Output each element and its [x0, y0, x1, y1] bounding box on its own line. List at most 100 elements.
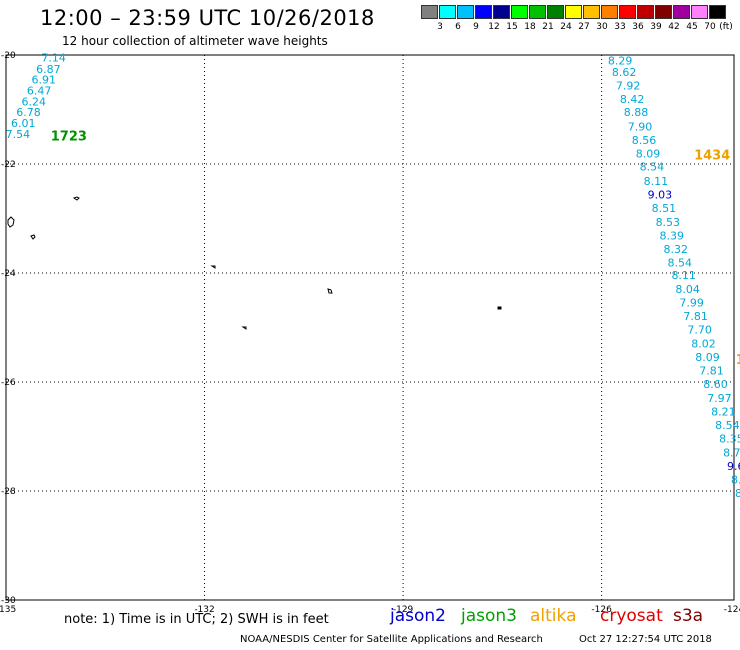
island-outline: [241, 326, 247, 330]
color-scale-label: 9: [473, 22, 479, 32]
color-scale-label: 27: [578, 22, 590, 32]
color-scale-label: 6: [455, 22, 461, 32]
island-outline: [497, 306, 502, 310]
color-scale-label: 18: [524, 22, 536, 32]
island-outline: [30, 234, 36, 240]
wave-height-label: 8.60: [703, 378, 728, 391]
footer-timestamp: Oct 27 12:27:54 UTC 2018: [579, 634, 712, 645]
y-tick-label: -30: [1, 596, 16, 606]
color-scale-label: 3: [437, 22, 443, 32]
y-tick-label: -28: [1, 487, 16, 497]
legend-jason3: jason3: [461, 606, 517, 626]
wave-height-label: 8.53: [656, 216, 681, 229]
color-scale-label: 42: [668, 22, 680, 32]
color-scale-swatch: [619, 5, 636, 19]
color-scale-label: 33: [614, 22, 626, 32]
wave-height-label: 6.87: [36, 63, 61, 76]
y-tick-label: -22: [1, 160, 16, 170]
color-scale-label: 12: [488, 22, 500, 32]
wave-height-label: 8.56: [632, 134, 657, 147]
wave-height-label: 8.62: [612, 66, 637, 79]
island-outline: [210, 265, 216, 269]
wave-height-label: 9.03: [648, 189, 673, 202]
color-scale-label: 36: [632, 22, 644, 32]
chart-title: 12:00 – 23:59 UTC 10/26/2018: [40, 6, 375, 30]
time-labels: 17231434143314321431: [51, 130, 740, 368]
color-scale-swatch: [439, 5, 456, 19]
island-outline: [7, 216, 15, 228]
color-scale-swatch: [583, 5, 600, 19]
chart-subtitle: 12 hour collection of altimeter wave hei…: [62, 34, 328, 48]
wave-height-label: 8.11: [671, 269, 696, 282]
x-tick-label: -129: [393, 605, 414, 615]
x-tick-label: -124: [724, 605, 740, 615]
wave-height-label: 8.54: [640, 161, 665, 174]
color-scale-swatch: [547, 5, 564, 19]
color-scale-legend: 3 6 9 12 15 18 21 24 27 30 33 36 39 42 45 70 (ft): [421, 5, 733, 35]
wave-height-labels: 7.146.876.916.476.246.786.017.54 8.298.62…: [6, 52, 740, 514]
color-scale-label: 24: [560, 22, 572, 32]
wave-height-label: 8.54: [667, 257, 692, 270]
wave-height-label: 8.71: [723, 446, 740, 459]
color-scale-label: 70: [704, 22, 716, 32]
x-tick-label: -132: [194, 605, 214, 615]
wave-height-label: 8.04: [675, 283, 700, 296]
wave-height-label: 9.66: [727, 460, 740, 473]
plot-frame: [5, 54, 735, 601]
island-outlines: [7, 196, 502, 330]
wave-height-label: 8.42: [620, 93, 645, 106]
wave-height-label: 8.21: [711, 405, 736, 418]
color-scale-swatch: [655, 5, 672, 19]
island-outline: [72, 196, 80, 201]
legend-jason2: jason2: [390, 606, 446, 626]
wave-height-label: 7.90: [628, 120, 653, 133]
footer-credit: NOAA/NESDIS Center for Satellite Applica…: [240, 634, 543, 645]
x-tick-label: -135: [0, 605, 16, 615]
wave-height-label: 8.11: [644, 175, 669, 188]
color-scale-swatch: [529, 5, 546, 19]
wave-height-label: 8.02: [691, 337, 716, 350]
color-scale-swatch: [565, 5, 582, 19]
wave-height-label: 7.70: [687, 324, 712, 337]
wave-height-label: 6.78: [16, 106, 41, 119]
wave-height-label: 7.81: [683, 310, 708, 323]
color-scale-swatch: [475, 5, 492, 19]
color-scale-swatch: [493, 5, 510, 19]
wave-height-label: 6.01: [11, 117, 36, 130]
wave-height-label: 8.01: [739, 501, 740, 514]
island-outline: [327, 288, 333, 294]
y-tick-label: -20: [1, 51, 16, 61]
wave-height-label: 7.81: [699, 365, 724, 378]
wave-height-label: 8.88: [624, 106, 649, 119]
time-label: 1433: [736, 353, 740, 368]
color-scale-swatch: [637, 5, 654, 19]
color-scale-swatch: [691, 5, 708, 19]
color-scale-unit: (ft): [719, 22, 733, 32]
wave-height-label: 6.47: [27, 84, 52, 97]
color-scale-label: 39: [650, 22, 662, 32]
color-scale-swatch: [709, 5, 726, 19]
color-scale-label: 30: [596, 22, 608, 32]
wave-height-label: 8.61: [735, 487, 740, 500]
x-tick-label: -126: [591, 605, 612, 615]
wave-height-label: 7.92: [616, 80, 641, 93]
color-scale-label: 45: [686, 22, 698, 32]
wave-height-label: 8.35: [719, 433, 740, 446]
wave-height-label: 7.14: [41, 52, 66, 65]
color-scale-swatch: [601, 5, 618, 19]
time-label: 1723: [51, 130, 87, 145]
wave-height-label: 8.09: [636, 148, 661, 161]
color-scale-label: 21: [542, 22, 554, 32]
axis-ticks: -135-132-129-126-123-124-20-22-24-26-28-…: [0, 51, 740, 615]
wave-height-label: 7.97: [707, 392, 732, 405]
wave-height-label: 8.54: [715, 419, 740, 432]
legend-cryosat: cryosat: [600, 606, 663, 626]
color-scale-label: 15: [506, 22, 518, 32]
y-tick-label: -24: [1, 269, 16, 279]
y-tick-label: -26: [1, 378, 16, 388]
footer-note: note: 1) Time is in UTC; 2) SWH is in fe…: [64, 612, 329, 627]
wave-height-label: 8.60: [731, 474, 740, 487]
wave-height-label: 8.29: [608, 54, 633, 67]
time-label: 1434: [694, 149, 730, 164]
